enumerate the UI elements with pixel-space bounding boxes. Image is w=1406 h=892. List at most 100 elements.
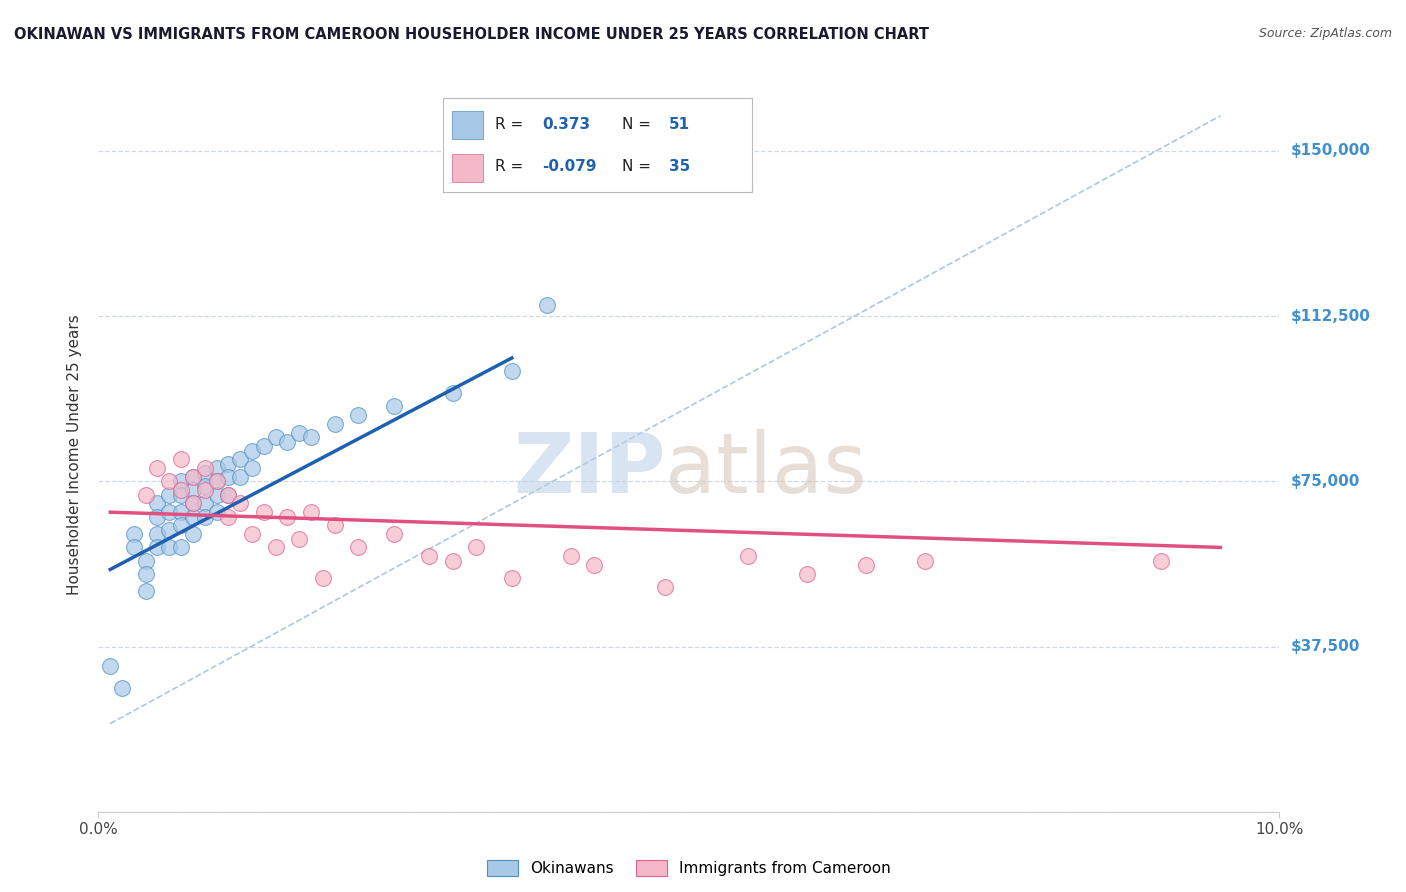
Point [1150, 554, 1173, 568]
Y-axis label: Householder Income Under 25 years: Householder Income Under 25 years [67, 315, 83, 595]
Point [217, 487, 239, 501]
Point [914, 554, 936, 568]
Point [855, 558, 877, 572]
Point [240, 461, 263, 475]
Point [217, 470, 239, 484]
Text: 35: 35 [669, 159, 690, 174]
Point [194, 461, 217, 475]
Text: Source: ZipAtlas.com: Source: ZipAtlas.com [1258, 27, 1392, 40]
Text: atlas: atlas [665, 429, 868, 509]
Legend: Okinawans, Immigrants from Cameroon: Okinawans, Immigrants from Cameroon [481, 855, 897, 882]
Point [170, 505, 193, 519]
Point [157, 541, 180, 555]
Point [194, 479, 217, 493]
Point [205, 505, 228, 519]
Point [205, 475, 228, 489]
Point [181, 509, 204, 524]
Point [122, 527, 145, 541]
Point [217, 457, 239, 471]
Point [135, 487, 157, 501]
Point [382, 527, 405, 541]
Point [157, 505, 180, 519]
Point [347, 409, 370, 423]
Point [737, 549, 759, 564]
Point [181, 496, 204, 510]
Point [146, 541, 169, 555]
Point [170, 475, 193, 489]
Text: N =: N = [623, 117, 651, 132]
Point [194, 496, 217, 510]
Point [276, 509, 298, 524]
Point [157, 475, 180, 489]
Point [135, 584, 157, 599]
Text: $37,500: $37,500 [1291, 639, 1360, 654]
Point [583, 558, 606, 572]
Text: 51: 51 [669, 117, 690, 132]
Point [98, 659, 121, 673]
Text: R =: R = [495, 159, 523, 174]
Text: ZIP: ZIP [513, 429, 665, 509]
Point [240, 443, 263, 458]
Text: R =: R = [495, 117, 523, 132]
Point [181, 496, 204, 510]
Point [288, 425, 311, 440]
Point [170, 518, 193, 533]
Point [264, 430, 287, 444]
Point [347, 541, 370, 555]
Point [170, 487, 193, 501]
FancyBboxPatch shape [453, 154, 484, 183]
Text: $112,500: $112,500 [1291, 309, 1371, 324]
Text: $75,000: $75,000 [1291, 474, 1360, 489]
Point [170, 452, 193, 467]
Point [441, 386, 464, 401]
Point [560, 549, 582, 564]
Point [240, 527, 263, 541]
Point [157, 523, 180, 537]
Point [323, 417, 346, 431]
Point [135, 566, 157, 581]
Text: 0.373: 0.373 [541, 117, 591, 132]
Point [501, 364, 523, 378]
Point [181, 470, 204, 484]
Point [418, 549, 440, 564]
Point [217, 509, 239, 524]
Text: OKINAWAN VS IMMIGRANTS FROM CAMEROON HOUSEHOLDER INCOME UNDER 25 YEARS CORRELATI: OKINAWAN VS IMMIGRANTS FROM CAMEROON HOU… [14, 27, 929, 42]
Point [146, 461, 169, 475]
Point [323, 518, 346, 533]
Point [146, 527, 169, 541]
Point [264, 541, 287, 555]
Point [382, 400, 405, 414]
Point [229, 470, 252, 484]
Point [170, 483, 193, 498]
Point [796, 566, 818, 581]
Point [181, 470, 204, 484]
Point [146, 509, 169, 524]
Point [181, 483, 204, 498]
Text: -0.079: -0.079 [541, 159, 596, 174]
Point [194, 483, 217, 498]
Point [229, 452, 252, 467]
Point [217, 487, 239, 501]
Point [299, 430, 322, 444]
Text: $150,000: $150,000 [1291, 144, 1371, 159]
Point [253, 505, 276, 519]
Point [181, 527, 204, 541]
Point [312, 571, 335, 585]
Point [276, 434, 298, 449]
Point [194, 466, 217, 480]
Point [157, 487, 180, 501]
Point [170, 541, 193, 555]
Point [122, 541, 145, 555]
Point [253, 439, 276, 453]
Point [288, 532, 311, 546]
Point [501, 571, 523, 585]
Point [205, 475, 228, 489]
Point [536, 298, 558, 312]
Point [111, 681, 134, 696]
Point [205, 461, 228, 475]
Point [135, 554, 157, 568]
Point [465, 541, 488, 555]
Point [205, 487, 228, 501]
Point [146, 496, 169, 510]
Point [654, 580, 676, 594]
